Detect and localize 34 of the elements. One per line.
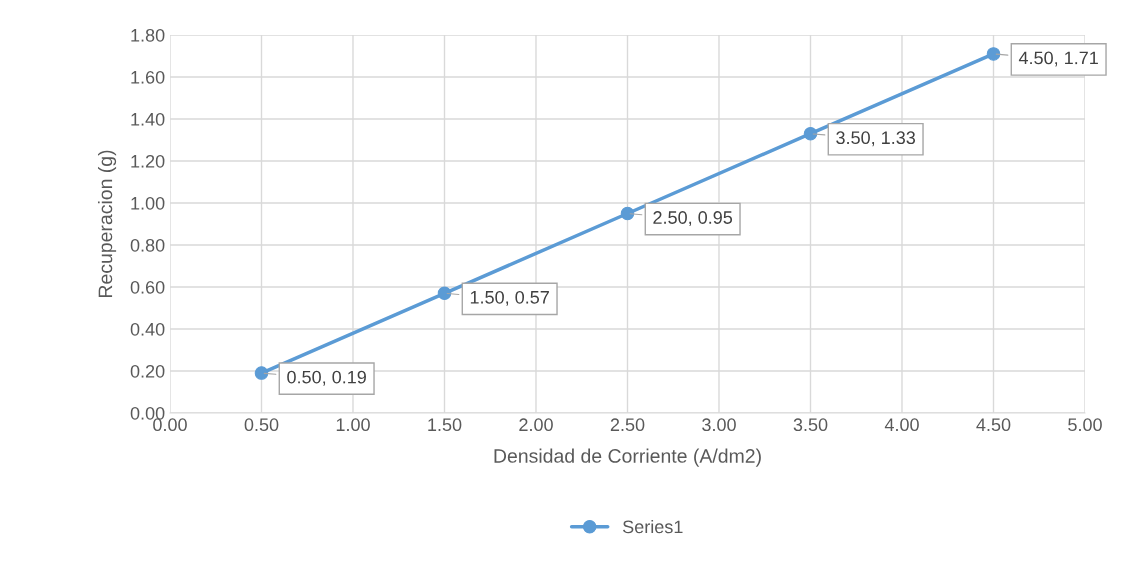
y-tick-label: 0.40 (130, 322, 165, 336)
y-tick-label: 1.60 (131, 70, 165, 84)
y-tick-label: 0.60 (130, 280, 165, 294)
y-tick-label: 1.00 (131, 196, 165, 210)
x-tick-label: 1.00 (336, 418, 370, 432)
x-tick-label: 2.00 (519, 418, 553, 432)
point (254, 366, 269, 380)
y-axis-title: Recuperacion (g) (97, 150, 117, 297)
data-label: 3.50, 1.33 (836, 131, 916, 147)
y-tick-label: 1.40 (131, 112, 165, 126)
x-tick-label: 0.00 (153, 418, 187, 432)
y-tick-label: 0.20 (130, 364, 165, 378)
data-label: 1.50, 0.57 (470, 290, 549, 306)
data-label: 0.50, 0.19 (287, 370, 366, 386)
x-tick-label: 3.00 (702, 418, 736, 432)
point (803, 126, 818, 141)
x-tick-label: 3.50 (793, 418, 828, 432)
y-tick-label: 1.20 (131, 154, 165, 168)
x-tick-label: 0.50 (244, 418, 279, 432)
y-tick-label: 1.80 (131, 28, 165, 42)
point (437, 286, 452, 301)
data-label: 4.50, 1.71 (1018, 51, 1098, 67)
x-axis-title: Densidad de Corriente (A/dm2) (494, 448, 761, 467)
point (620, 206, 635, 221)
y-tick-label: 0.00 (130, 406, 165, 420)
y-tick-label: 0.80 (130, 238, 165, 252)
x-tick-label: 4.00 (884, 418, 919, 432)
x-tick-label: 4.50 (976, 418, 1011, 432)
x-tick-label: 2.50 (610, 418, 645, 432)
data-label: 2.50, 0.95 (653, 211, 733, 227)
x-tick-label: 5.00 (1068, 418, 1102, 432)
point (986, 47, 1001, 61)
legend-label: Series1 (622, 519, 683, 534)
x-tick-label: 1.50 (428, 418, 462, 432)
